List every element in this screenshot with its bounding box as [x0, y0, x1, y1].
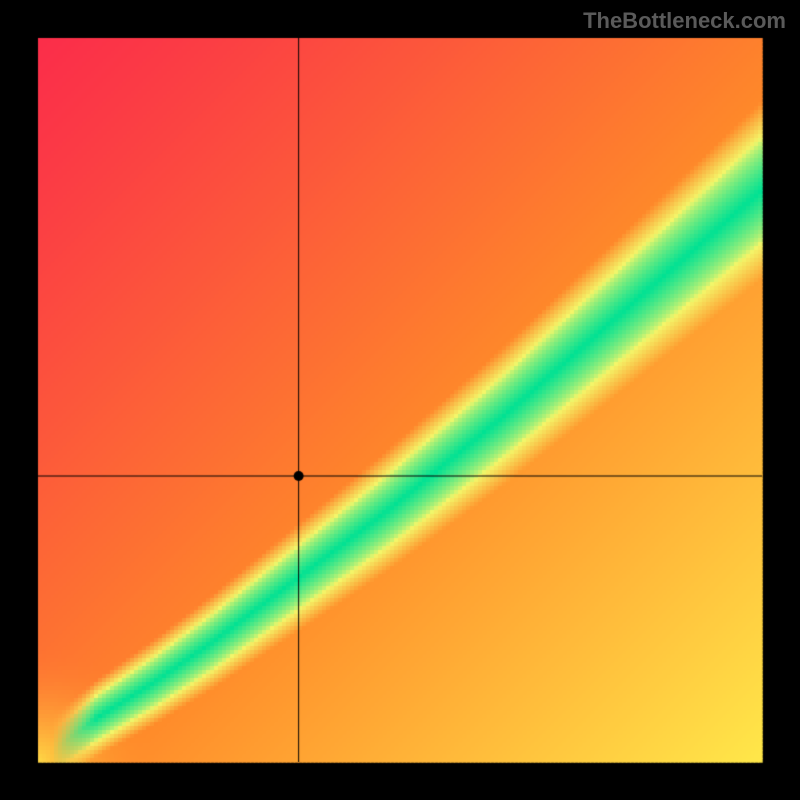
watermark-text: TheBottleneck.com: [583, 8, 786, 34]
bottleneck-heatmap-canvas: [0, 0, 800, 800]
chart-container: TheBottleneck.com: [0, 0, 800, 800]
